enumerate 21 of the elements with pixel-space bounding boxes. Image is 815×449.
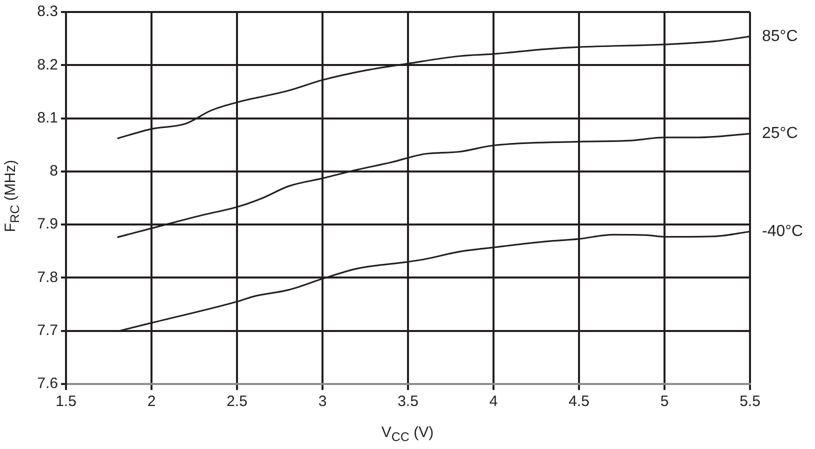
y-tick-label: 7.8 xyxy=(37,268,58,286)
y-tick-label: 7.9 xyxy=(37,216,58,233)
x-tick-label: 5.5 xyxy=(740,393,760,410)
y-tick-label: 7.7 xyxy=(37,322,58,339)
y-tick-label: 8.1 xyxy=(37,109,58,126)
x-tick-label: 2 xyxy=(147,393,156,410)
x-tick-label: 3 xyxy=(318,393,327,410)
x-tick-label: 2.5 xyxy=(226,393,248,410)
x-tick-label: 3.5 xyxy=(398,393,418,410)
x-tick-label: 1.5 xyxy=(56,393,76,410)
x-tick-label: 4 xyxy=(489,393,498,410)
series-label: -40°C xyxy=(762,222,804,240)
y-tick-label: 8 xyxy=(50,162,58,180)
series-label: 85°C xyxy=(762,28,798,45)
x-axis-title: V$_{CC}$ (V) xyxy=(380,424,435,444)
y-tick-label: 7.6 xyxy=(37,375,58,392)
y-tick-label: 8.3 xyxy=(37,3,58,20)
series-label: 25°C xyxy=(762,125,798,142)
x-tick-label: 5 xyxy=(660,393,669,410)
x-tick-label: 4.5 xyxy=(568,393,590,410)
y-tick-label: 8.2 xyxy=(37,56,58,74)
